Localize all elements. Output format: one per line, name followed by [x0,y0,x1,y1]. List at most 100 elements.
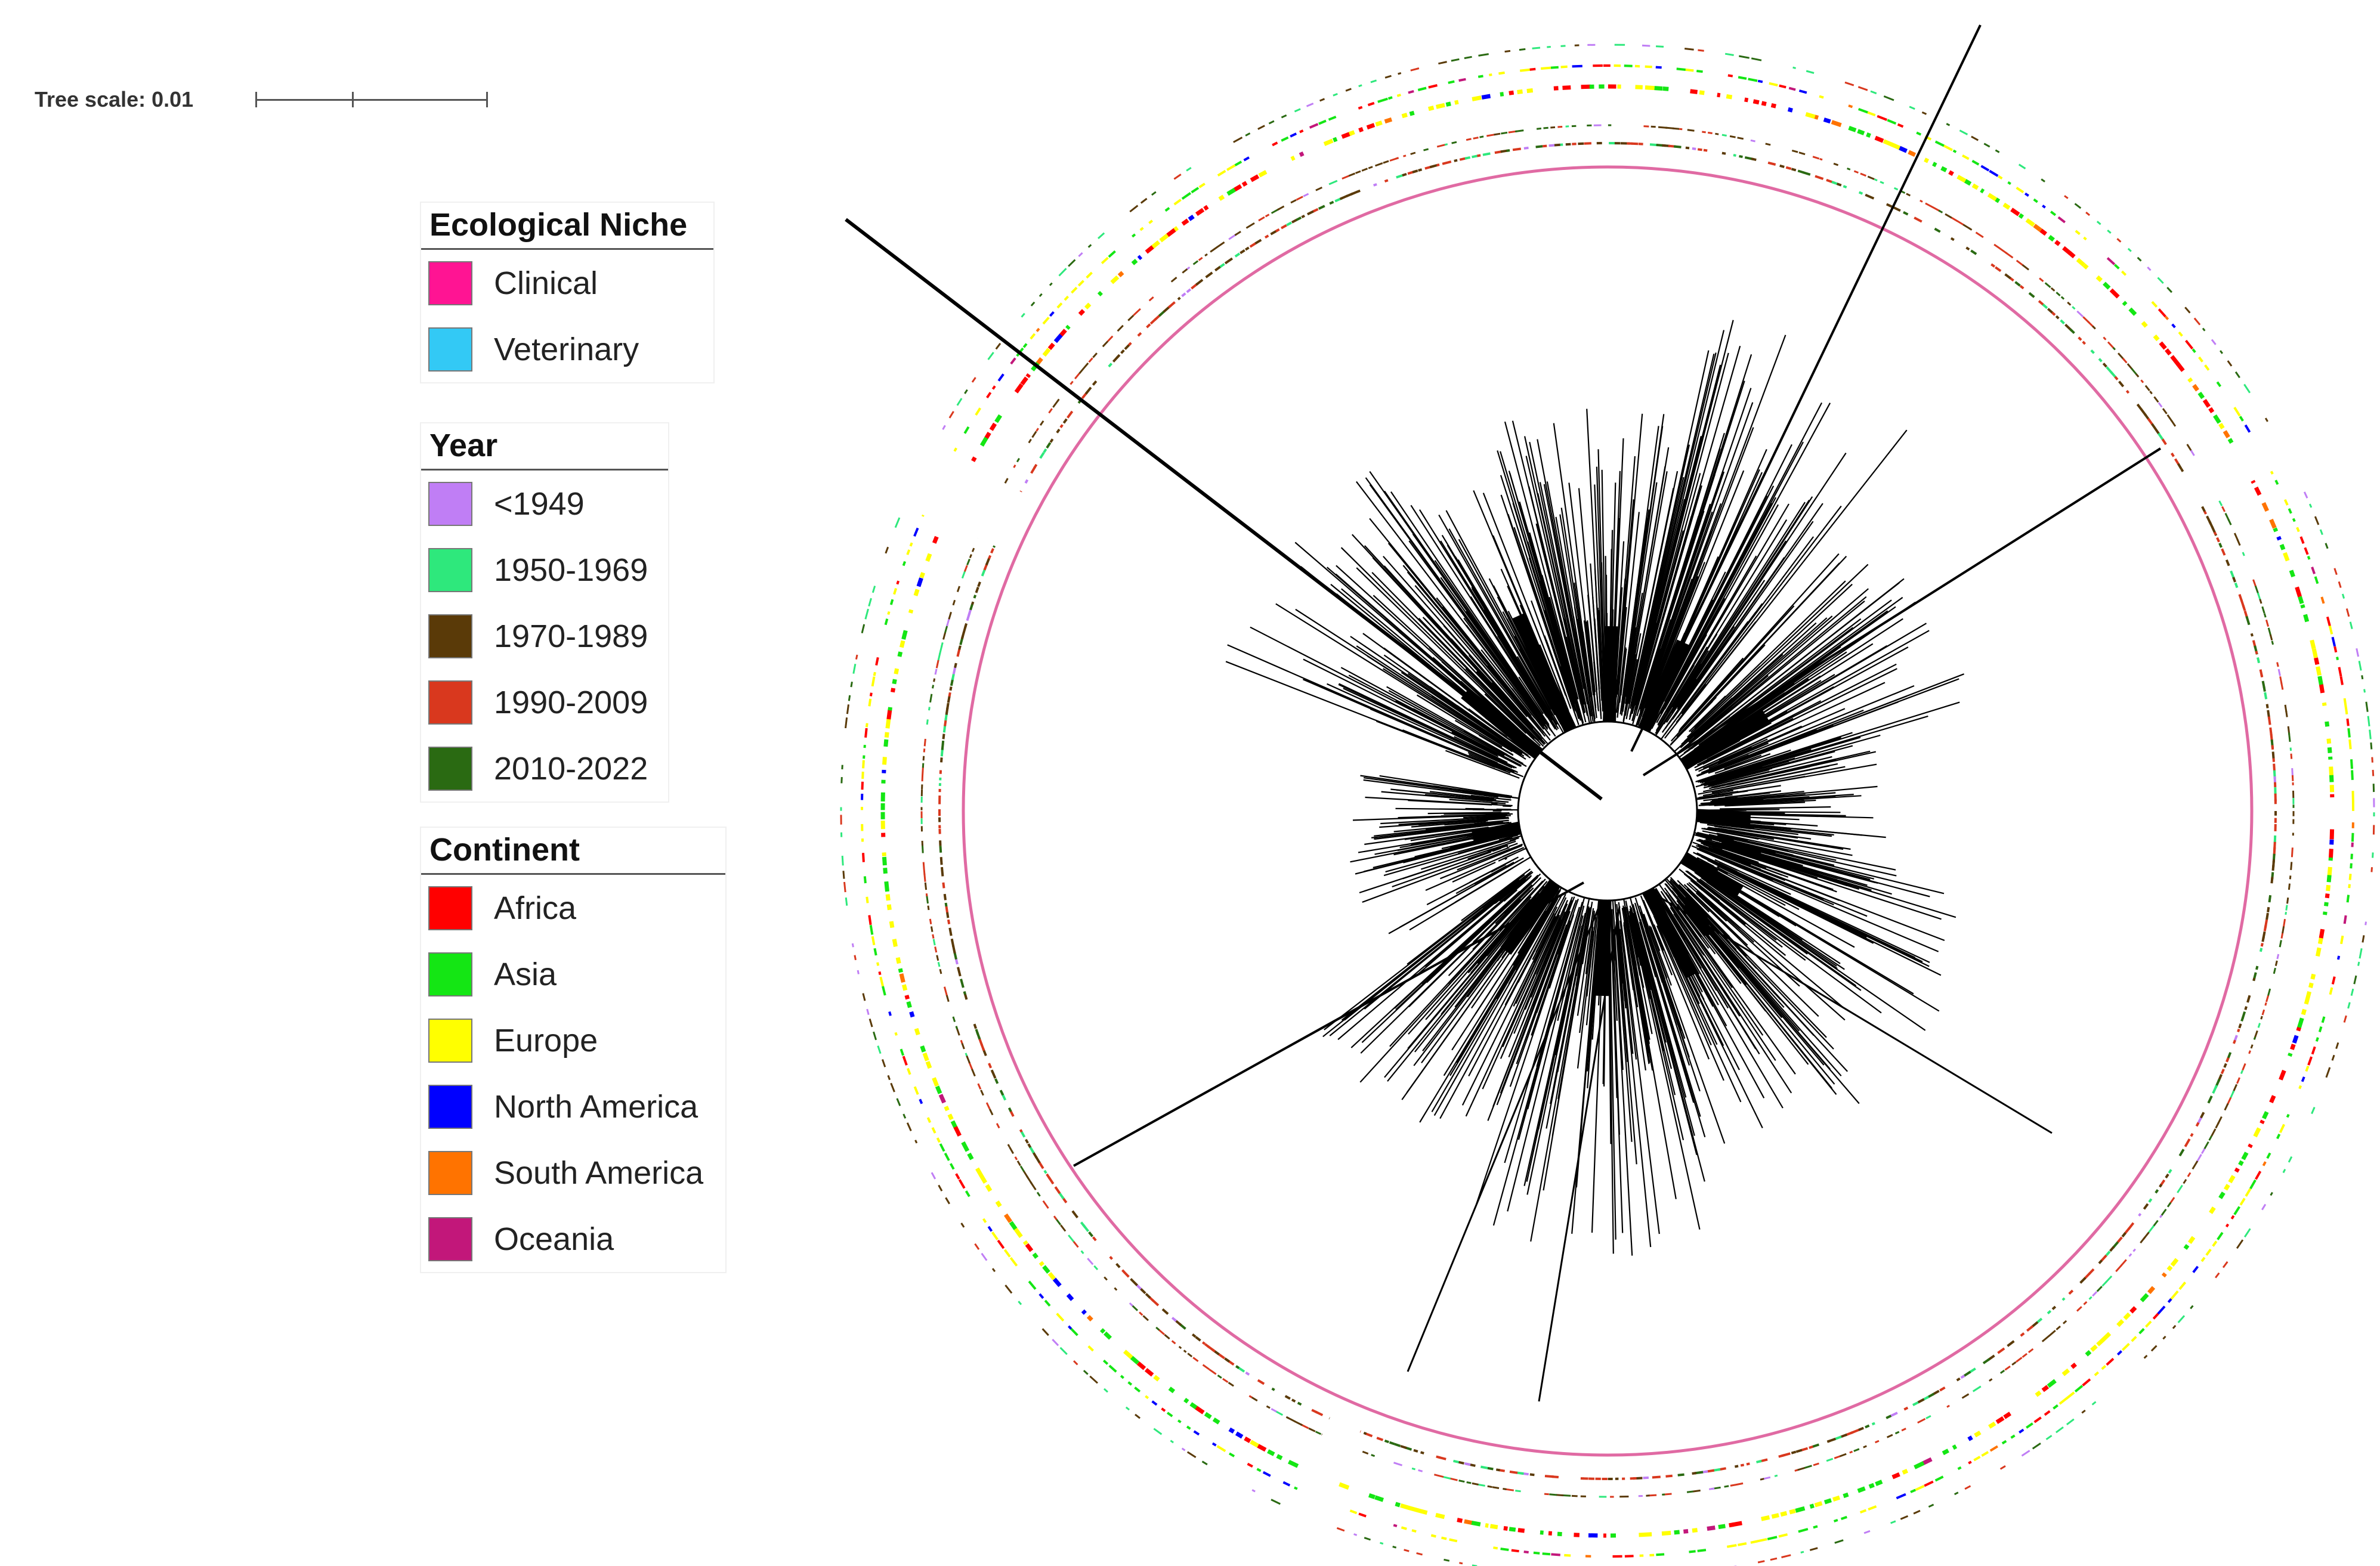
ring-segment [1038,293,1043,298]
ring-segment [908,609,914,614]
ring-segment [2120,1259,2127,1267]
ring-segment [1059,424,1064,428]
ring-segment [949,1163,955,1170]
ring-segment [2359,948,2363,959]
ring-segment [994,1078,999,1084]
ring-segment [942,632,947,640]
ring-segment [929,694,933,703]
ring-segment [2270,470,2274,475]
ring-segment [894,517,901,528]
ring-segment [2100,1254,2107,1262]
ring-segment [2105,1251,2111,1256]
ring-segment [2250,1044,2254,1049]
ring-segment [1635,85,1643,89]
ring-segment [2218,1191,2226,1199]
ring-segment [1130,1278,1138,1286]
ring-segment [1689,1550,1696,1553]
legend-item-africa: Africa [421,875,725,941]
ring-segment [1245,1371,1250,1376]
ring-segment [1686,1490,1693,1493]
ring-segment [973,595,977,599]
ring-segment [2260,674,2264,678]
ring-segment [1420,1451,1424,1454]
ring-segment [930,926,934,932]
ring-segment [1395,157,1399,160]
ring-segment [1902,1468,1909,1475]
ring-segment [1022,1240,1028,1246]
ring-segment [1995,266,2002,273]
ring-segment [2085,211,2091,216]
ring-segment [1148,296,1154,302]
ring-segment [1173,226,1179,232]
ring-segment [2311,567,2316,574]
ring-segment [2303,491,2308,499]
ring-segment [1458,1460,1464,1465]
ring-segment [1760,1478,1764,1481]
ring-segment [952,667,957,674]
ring-segment [1329,200,1334,205]
ring-segment [1043,1169,1047,1174]
ring-segment [1248,1395,1253,1398]
ring-segment [2198,356,2203,363]
ring-segment [2168,1169,2172,1174]
ring-segment [2028,292,2035,298]
ring-segment [1188,215,1195,221]
ring-segment [2041,1335,2050,1342]
ring-segment [971,377,976,383]
ring-segment [2320,596,2325,604]
ring-segment [1241,181,1248,187]
ring-segment [2305,991,2311,1002]
ring-segment [891,688,896,693]
ring-segment [1128,342,1132,346]
ring-segment [1797,169,1805,174]
ring-segment [1417,1508,1428,1515]
ring-segment [1019,1165,1025,1172]
ring-segment [2204,364,2210,371]
ring-segment [1894,1431,1900,1435]
ring-segment [1732,1521,1742,1527]
ring-segment [2289,875,2292,880]
ring-segment [1750,139,1755,143]
ring-segment [950,1120,957,1128]
ring-segment [1974,1431,1982,1438]
ring-segment [1046,442,1052,449]
ring-segment [942,425,946,430]
ring-segment [2212,1085,2218,1094]
ring-segment [2217,1231,2224,1240]
ring-segment [977,581,981,587]
ring-segment [1191,187,1200,194]
ring-segment [2158,432,2164,441]
ring-segment [2279,1069,2286,1081]
ring-segment [1349,1509,1358,1515]
ring-segment [1058,268,1067,277]
ring-segment [2021,1450,2030,1457]
ring-segment [2288,1156,2293,1163]
ring-segment [1707,1525,1716,1531]
ring-segment [2192,1265,2199,1273]
ring-segment [1083,362,1089,369]
ring-segment [945,911,950,918]
ring-segment [2228,1175,2236,1184]
ring-segment [987,352,994,360]
ring-segment [873,948,877,956]
ring-segment [2249,1179,2257,1190]
ring-segment [1789,1509,1796,1515]
ring-segment [1466,1481,1472,1484]
ring-segment [2136,403,2143,410]
ring-segment [941,744,944,750]
ring-segment [1078,252,1083,257]
ring-segment [2066,1418,2075,1425]
ring-segment [1692,1472,1696,1475]
ring-segment [2151,301,2158,308]
ring-segment [1487,1466,1494,1471]
ring-segment [2209,1206,2216,1214]
ring-segment [2005,252,2014,259]
ring-segment [2192,1160,2199,1170]
ring-segment [2371,757,2373,763]
ring-segment [1216,241,1225,249]
ring-segment [1451,58,1460,62]
ring-segment [1901,1428,1906,1432]
ring-segment [1222,1378,1229,1384]
ring-segment [1932,206,1940,212]
ring-segment [1025,1243,1034,1252]
